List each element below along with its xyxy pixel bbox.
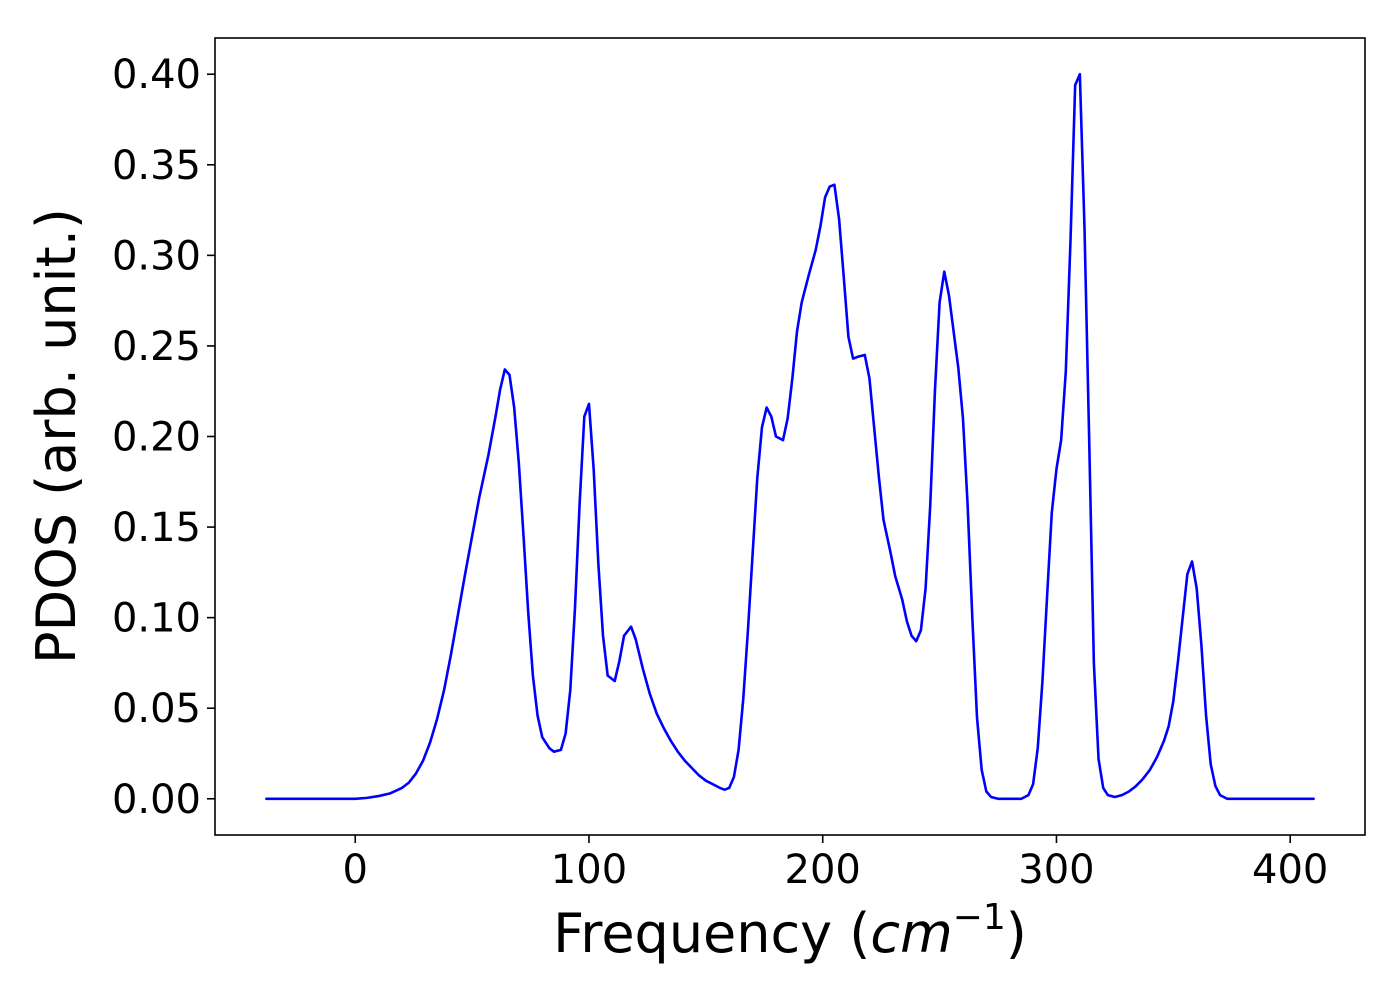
x-axis-label-exponent: −1 — [953, 897, 1006, 938]
y-tick-label: 0.20 — [112, 415, 201, 461]
y-axis-label: PDOS (arb. unit.) — [25, 208, 88, 664]
y-tick-label: 0.35 — [112, 143, 201, 189]
x-tick-label: 400 — [1252, 847, 1328, 893]
x-tick-label: 200 — [785, 847, 861, 893]
x-tick-label: 0 — [343, 847, 368, 893]
y-tick-label: 0.05 — [112, 686, 201, 732]
x-axis-label: Frequency (cm−1) — [553, 897, 1027, 965]
x-axis-label-unit: cm — [870, 902, 952, 965]
y-tick-label: 0.00 — [112, 777, 201, 823]
y-axis-ticks: 0.00 0.05 0.10 0.15 0.20 0.25 0.30 0.35 0.40 — [112, 52, 215, 823]
y-tick-label: 0.25 — [112, 324, 201, 370]
plot-frame — [214, 37, 1366, 836]
y-tick-label: 0.10 — [112, 596, 201, 642]
x-tick-label: 100 — [551, 847, 627, 893]
y-tick-label: 0.15 — [112, 505, 201, 551]
x-tick-label: 300 — [1018, 847, 1094, 893]
x-axis-ticks: 0 100 200 300 400 — [343, 835, 1328, 893]
pdos-line — [265, 72, 1315, 801]
y-tick-label: 0.30 — [112, 233, 201, 279]
y-tick-label: 0.40 — [112, 52, 201, 98]
